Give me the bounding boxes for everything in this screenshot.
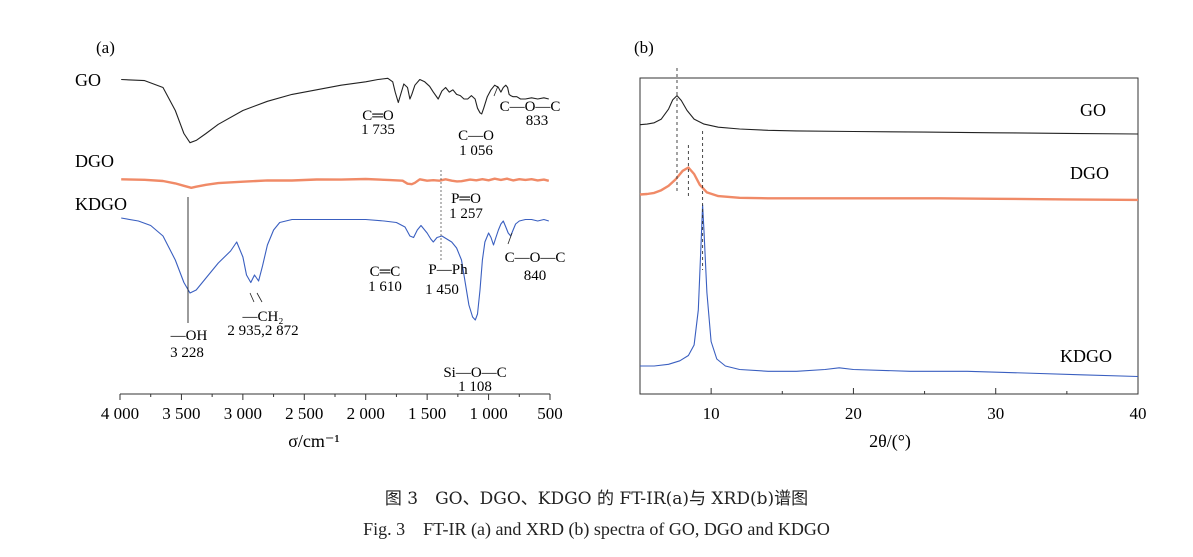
xrd-tick-label: 10 (703, 404, 720, 423)
ftir-annotation-wavenumber: 1 735 (361, 122, 395, 138)
ftir-annotation-wavenumber: 840 (524, 268, 547, 284)
ftir-annotation-group: C—O (458, 128, 494, 144)
ftir-line-dgo (121, 177, 550, 190)
xrd-tick-label: 40 (1130, 404, 1147, 423)
ftir-leader-line (249, 292, 255, 303)
caption-chinese: 图 3 GO、DGO、KDGO 的 FT-IR(a)与 XRD(b)谱图 (384, 489, 809, 509)
ftir-series-label-go: GO (75, 70, 101, 90)
panel-a-label: (a) (96, 38, 115, 57)
figure: (a) 4 000 3 500 3 000 2 500 2 000 1 500 1 000 5… (75, 38, 1147, 452)
ftir-x-label: σ/cm⁻¹ (288, 431, 340, 451)
ftir-tick-label: 4 000 (101, 404, 139, 423)
ftir-tick-label: 3 000 (224, 404, 262, 423)
ftir-annotation-wavenumber: 833 (526, 113, 549, 129)
ftir-annotation-group: C═C (370, 264, 401, 280)
xrd-line-kdgo (640, 204, 1139, 378)
panel-b-label: (b) (634, 38, 654, 57)
ftir-annotation-group: C═O (362, 108, 394, 124)
ftir-annotation-group: Si—O—C (443, 365, 506, 381)
ftir-x-ticks: 4 000 3 500 3 000 2 500 2 000 1 500 1 000 500 (101, 394, 563, 423)
xrd-peak-markers (676, 68, 704, 270)
ftir-annotation-group: C—O—C (500, 99, 561, 115)
xrd-series-label-go: GO (1080, 100, 1106, 120)
ftir-tick-label: 1 000 (469, 404, 507, 423)
caption-english: Fig. 3 FT-IR (a) and XRD (b) spectra of … (363, 519, 830, 539)
ftir-tick-label: 1 500 (408, 404, 446, 423)
ftir-panel: (a) 4 000 3 500 3 000 2 500 2 000 1 500 1 000 5… (75, 38, 565, 451)
xrd-frame (639, 77, 1139, 395)
xrd-curves (639, 95, 1139, 378)
ftir-annotation-group: P—Ph (428, 262, 468, 278)
ftir-annotation-wavenumber: 1 610 (368, 279, 402, 295)
xrd-panel: (b) 10 20 30 40 GO DGO KDGO 2θ/(°) (634, 38, 1147, 452)
ftir-annotation-wavenumber: 3 228 (170, 345, 204, 361)
xrd-x-label-text: 2θ/(°) (869, 431, 911, 452)
ftir-annotation-group: C—O—C (505, 250, 566, 266)
ftir-annotation-wavenumber: 1 450 (425, 282, 459, 298)
ftir-annotation-group: —CH₂ (241, 309, 283, 325)
ftir-leader-line (493, 85, 499, 97)
ftir-annotation-group: —OH (170, 328, 208, 344)
ftir-series-label-kdgo: KDGO (75, 194, 127, 214)
ftir-annotation-wavenumber: 1 257 (449, 206, 483, 222)
xrd-line-dgo (639, 166, 1139, 202)
ftir-annotation-wavenumber: 1 108 (458, 379, 492, 395)
ftir-annotation-wavenumber: 2 935,2 872 (227, 323, 298, 339)
ftir-tick-label: 500 (537, 404, 563, 423)
xrd-series-labels: GO DGO KDGO (1060, 100, 1112, 366)
xrd-series-label-kdgo: KDGO (1060, 346, 1112, 366)
xrd-line-go (639, 95, 1139, 135)
ftir-leader-line (256, 292, 263, 303)
xrd-tick-label: 20 (845, 404, 862, 423)
ftir-leader-line (507, 232, 513, 245)
ftir-line-kdgo (121, 217, 549, 321)
ftir-annotation-group: P═O (451, 191, 481, 207)
ftir-x-label-text: σ/cm⁻¹ (288, 431, 340, 451)
xrd-x-label: 2θ/(°) (869, 431, 911, 452)
ftir-tick-label: 2 500 (285, 404, 323, 423)
ftir-series-label-dgo: DGO (75, 151, 114, 171)
xrd-tick-label: 30 (987, 404, 1004, 423)
ftir-line-go (121, 77, 549, 144)
ftir-series-labels: GO DGO KDGO (75, 70, 127, 214)
ftir-tick-label: 3 500 (162, 404, 200, 423)
ftir-curves (121, 77, 550, 321)
ftir-annotation-wavenumber: 1 056 (459, 143, 493, 159)
xrd-series-label-dgo: DGO (1070, 163, 1109, 183)
xrd-x-ticks: 10 20 30 40 (703, 388, 1147, 423)
ftir-tick-label: 2 000 (347, 404, 385, 423)
